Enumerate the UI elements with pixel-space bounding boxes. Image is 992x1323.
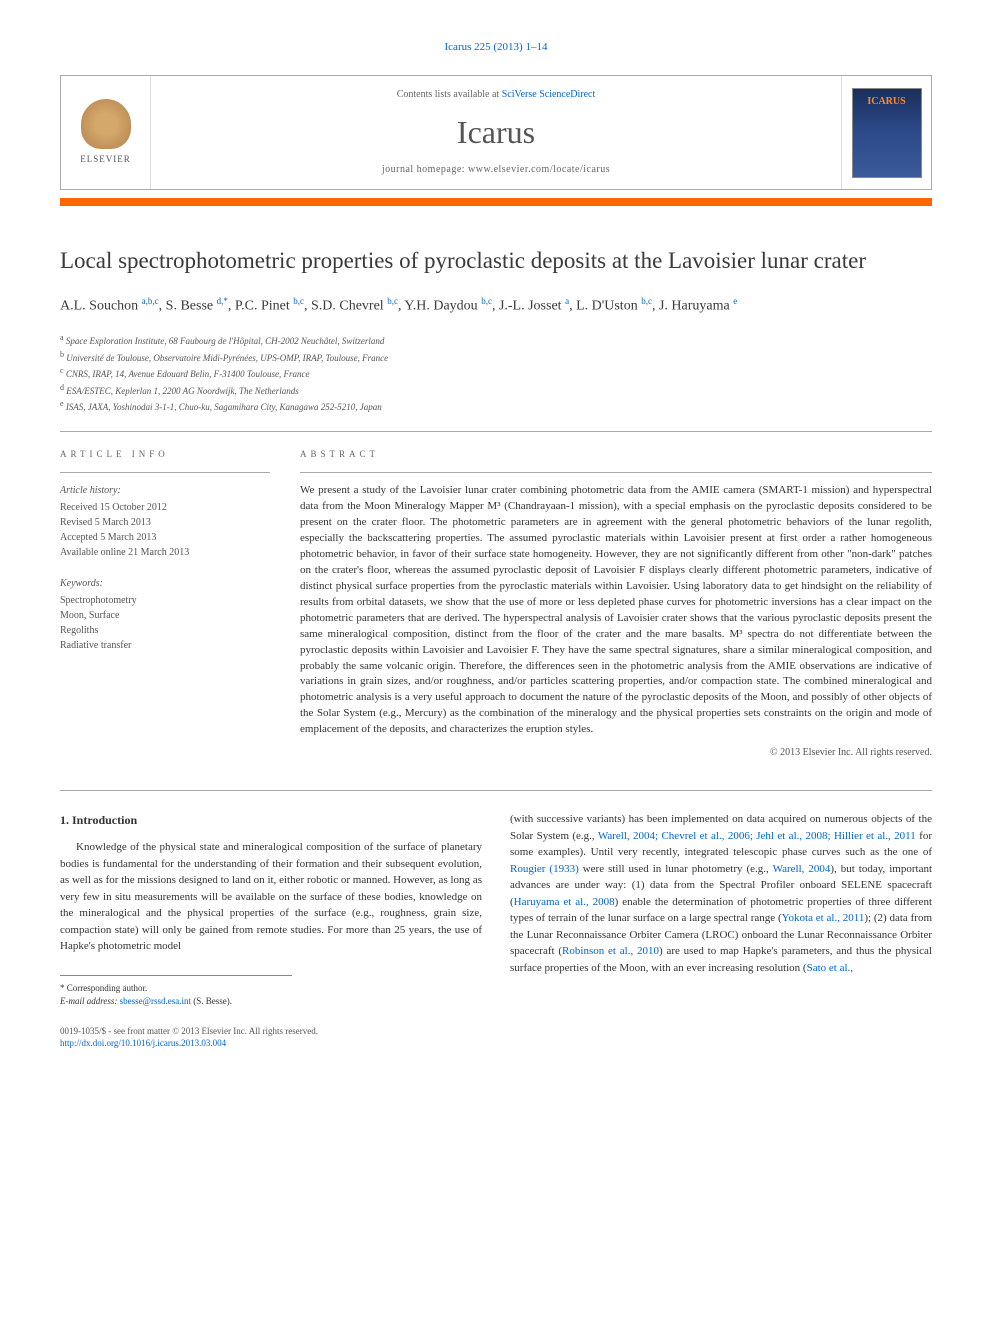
homepage-url[interactable]: www.elsevier.com/locate/icarus	[468, 164, 610, 175]
abstract-text: We present a study of the Lavoisier luna…	[300, 483, 932, 738]
keyword-line: Regoliths	[60, 623, 270, 638]
divider	[60, 431, 932, 432]
elsevier-tree-icon	[81, 99, 131, 149]
homepage-line: journal homepage: www.elsevier.com/locat…	[151, 163, 841, 177]
email-link[interactable]: sbesse@rssd.esa.int	[120, 996, 191, 1006]
affiliation-line: b Université de Toulouse, Observatoire M…	[60, 349, 932, 366]
abstract-column: abstract We present a study of the Lavoi…	[300, 448, 932, 761]
keyword-line: Moon, Surface	[60, 608, 270, 623]
divider	[60, 472, 270, 473]
abstract-label: abstract	[300, 448, 932, 461]
body-column-left: 1. Introduction Knowledge of the physica…	[60, 811, 482, 1050]
email-suffix: (S. Besse).	[191, 996, 232, 1006]
footnote-marker: * Corresponding author.	[60, 982, 292, 996]
article-info-label: article info	[60, 448, 270, 461]
doi-link[interactable]: http://dx.doi.org/10.1016/j.icarus.2013.…	[60, 1038, 226, 1048]
keyword-line: Spectrophotometry	[60, 593, 270, 608]
body-column-right: (with successive variants) has been impl…	[510, 811, 932, 1050]
journal-name: Icarus	[151, 110, 841, 155]
history-line: Accepted 5 March 2013	[60, 530, 270, 545]
history-line: Received 15 October 2012	[60, 500, 270, 515]
divider	[60, 790, 932, 791]
journal-reference: Icarus 225 (2013) 1–14	[60, 40, 932, 55]
issn-line: 0019-1035/$ - see front matter © 2013 El…	[60, 1025, 482, 1038]
history-line: Available online 21 March 2013	[60, 545, 270, 560]
accent-bar	[60, 198, 932, 206]
corresponding-author-footnote: * Corresponding author. E-mail address: …	[60, 975, 292, 1009]
journal-cover-thumbnail[interactable]: ICARUS	[852, 88, 922, 178]
affiliations: a Space Exploration Institute, 68 Faubou…	[60, 332, 932, 415]
journal-header: ELSEVIER Contents lists available at Sci…	[60, 75, 932, 190]
contents-prefix: Contents lists available at	[397, 89, 502, 100]
history-line: Revised 5 March 2013	[60, 515, 270, 530]
body-paragraph: (with successive variants) has been impl…	[510, 811, 932, 976]
section-heading: 1. Introduction	[60, 811, 482, 829]
publisher-name: ELSEVIER	[80, 153, 131, 166]
affiliation-line: a Space Exploration Institute, 68 Faubou…	[60, 332, 932, 349]
sciencedirect-link[interactable]: SciVerse ScienceDirect	[502, 89, 596, 100]
affiliation-line: e ISAS, JAXA, Yoshinodai 3-1-1, Chuo-ku,…	[60, 398, 932, 415]
article-title: Local spectrophotometric properties of p…	[60, 246, 932, 276]
authors-line: A.L. Souchon a,b,c, S. Besse d,*, P.C. P…	[60, 294, 932, 318]
affiliation-line: d ESA/ESTEC, Keplerlan 1, 2200 AG Noordw…	[60, 382, 932, 399]
keywords-block: Keywords: SpectrophotometryMoon, Surface…	[60, 576, 270, 653]
body-columns: 1. Introduction Knowledge of the physica…	[60, 811, 932, 1050]
abstract-copyright: © 2013 Elsevier Inc. All rights reserved…	[300, 746, 932, 760]
journal-ref-link[interactable]: Icarus 225 (2013) 1–14	[445, 41, 548, 53]
bottom-info: 0019-1035/$ - see front matter © 2013 El…	[60, 1025, 482, 1050]
journal-cover-cell: ICARUS	[841, 76, 931, 189]
publisher-logo-cell: ELSEVIER	[61, 76, 151, 189]
header-center: Contents lists available at SciVerse Sci…	[151, 76, 841, 189]
body-paragraph: Knowledge of the physical state and mine…	[60, 839, 482, 955]
email-label: E-mail address:	[60, 996, 120, 1006]
info-abstract-row: article info Article history: Received 1…	[60, 448, 932, 761]
footnote-email-line: E-mail address: sbesse@rssd.esa.int (S. …	[60, 995, 292, 1009]
contents-list-line: Contents lists available at SciVerse Sci…	[151, 88, 841, 102]
history-label: Article history:	[60, 483, 270, 498]
cover-title: ICARUS	[867, 95, 905, 109]
affiliation-line: c CNRS, IRAP, 14, Avenue Edouard Belin, …	[60, 365, 932, 382]
keywords-label: Keywords:	[60, 576, 270, 591]
page: Icarus 225 (2013) 1–14 ELSEVIER Contents…	[0, 0, 992, 1090]
homepage-prefix: journal homepage:	[382, 164, 468, 175]
elsevier-logo[interactable]: ELSEVIER	[71, 93, 141, 173]
article-info-column: article info Article history: Received 1…	[60, 448, 270, 761]
keyword-line: Radiative transfer	[60, 638, 270, 653]
divider	[300, 472, 932, 473]
article-history-block: Article history: Received 15 October 201…	[60, 483, 270, 560]
